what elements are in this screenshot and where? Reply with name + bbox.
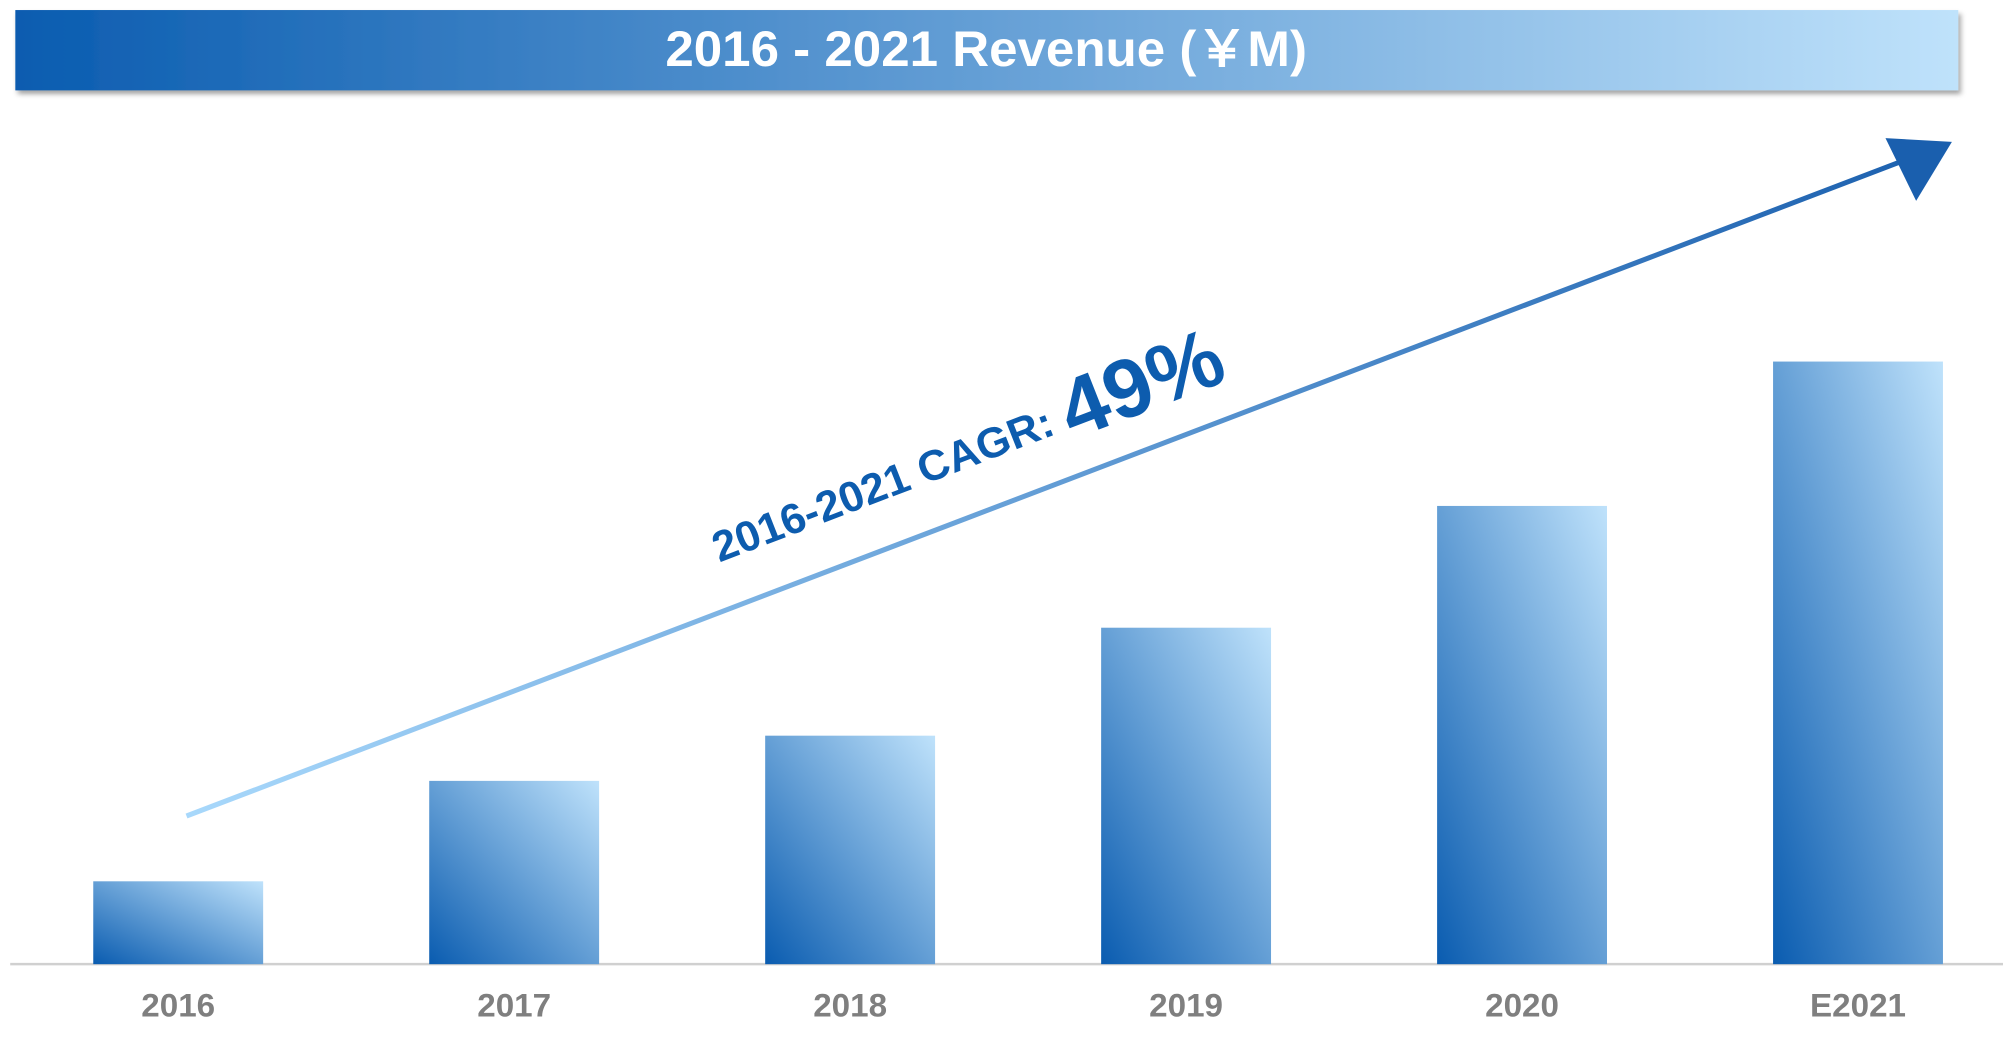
bar: [429, 780, 600, 965]
bar: [1773, 361, 1943, 965]
x-tick-label: 2019: [1149, 987, 1223, 1024]
x-tick-label: 2018: [813, 987, 887, 1024]
arrow-head: [1885, 138, 1952, 201]
trend-arrow: [185, 158, 1905, 819]
annotation-text: 2016-2021 CAGR:: [706, 399, 1061, 572]
bar: [1101, 627, 1272, 965]
bar: [93, 881, 264, 965]
x-tick-label: 2017: [477, 987, 551, 1024]
x-tick-label: 2020: [1485, 987, 1559, 1024]
x-tick-label: 2016: [141, 987, 215, 1024]
annotation-highlight: 49%: [1045, 309, 1237, 456]
bar: [1437, 505, 1607, 965]
chart-title: 2016 - 2021 Revenue (￥M): [665, 20, 1307, 77]
annotation: 2016-2021 CAGR:49%: [696, 309, 1237, 589]
title-bar: [15, 10, 1959, 91]
x-tick-label: E2021: [1810, 987, 1906, 1024]
bar: [765, 735, 936, 965]
